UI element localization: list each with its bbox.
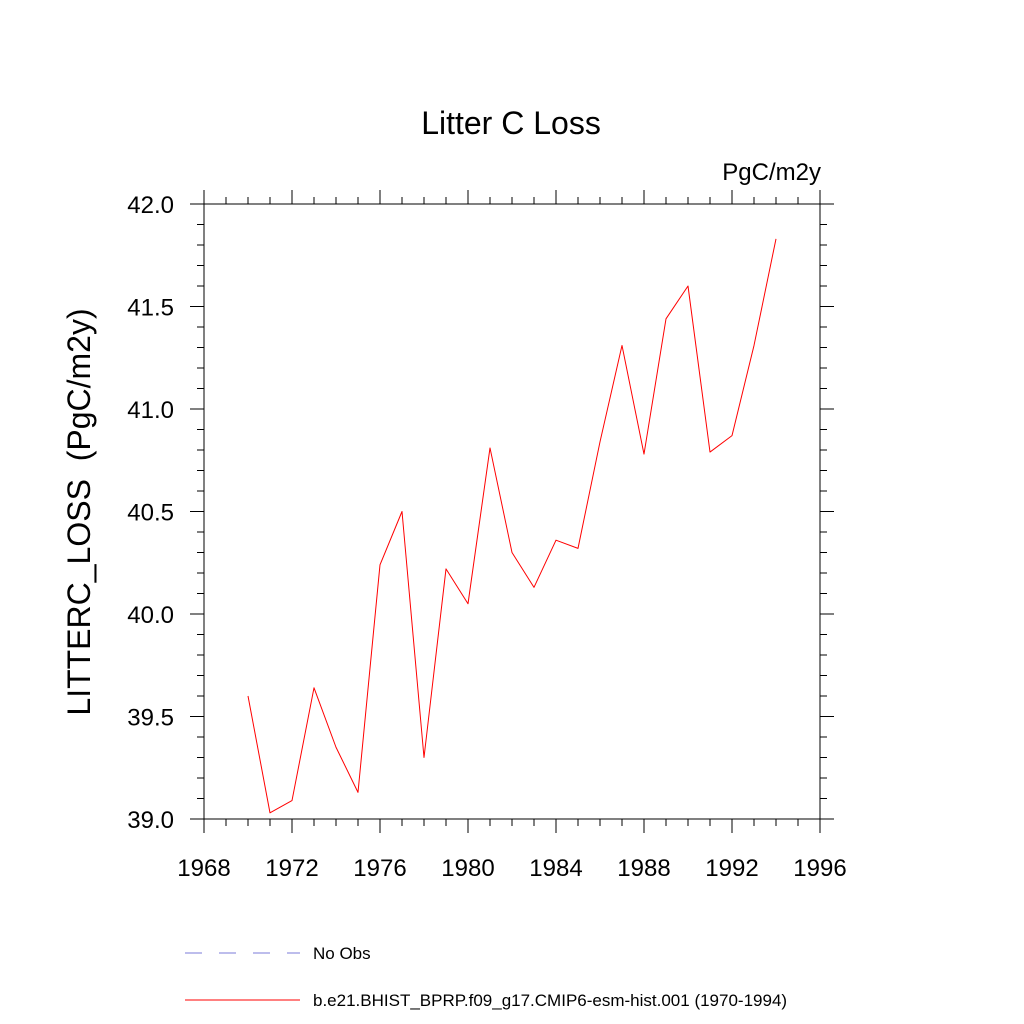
units-label: PgC/m2y <box>722 159 821 186</box>
tick-labels: 1968 1972 1976 1980 1984 1988 1992 1996 39.0 39.5… <box>127 192 846 882</box>
chart-title: Litter C Loss <box>421 105 601 141</box>
y-tick-label: 39.5 <box>127 705 174 732</box>
legend: No Obs b.e21.BHIST_BPRP.f09_g17.CMIP6-es… <box>185 944 787 1010</box>
x-tick-label: 1996 <box>793 855 846 882</box>
y-tick-label: 40.0 <box>127 602 174 629</box>
x-tick-label: 1984 <box>529 855 582 882</box>
x-tick-label: 1968 <box>177 855 230 882</box>
x-tick-label: 1992 <box>705 855 758 882</box>
y-tick-label: 41.5 <box>127 295 174 322</box>
axis-ticks <box>190 190 834 833</box>
y-axis-label: LITTERC_LOSS (PgC/m2y) <box>61 308 97 715</box>
y-tick-label: 42.0 <box>127 192 174 219</box>
x-tick-label: 1980 <box>441 855 494 882</box>
x-tick-label: 1972 <box>265 855 318 882</box>
x-tick-label: 1976 <box>353 855 406 882</box>
plot-frame <box>203 203 821 820</box>
y-tick-label: 41.0 <box>127 397 174 424</box>
series-layer <box>247 238 777 814</box>
y-tick-label: 40.5 <box>127 500 174 527</box>
legend-label-no-obs: No Obs <box>313 944 371 963</box>
x-tick-label: 1988 <box>617 855 670 882</box>
legend-label-model-run: b.e21.BHIST_BPRP.f09_g17.CMIP6-esm-hist.… <box>313 991 787 1010</box>
series-line-0 <box>247 238 777 814</box>
y-tick-label: 39.0 <box>127 807 174 834</box>
